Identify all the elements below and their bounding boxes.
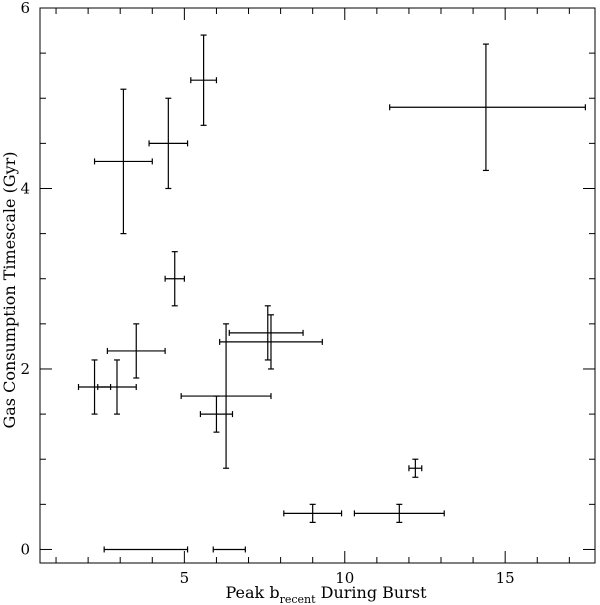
y-tick-label: 4 [20, 179, 30, 197]
data-point [93, 88, 153, 235]
data-point [408, 458, 423, 478]
y-axis-title: Gas Consumption Timescale (Gyr) [0, 151, 19, 428]
y-tick-label: 0 [20, 540, 30, 558]
x-axis-tick-labels: 5 10 15 [180, 569, 515, 587]
y-tick-label: 2 [20, 360, 30, 378]
data-point [97, 359, 137, 415]
data-point [164, 251, 185, 307]
data-point [283, 503, 343, 523]
data-point [190, 34, 218, 126]
x-axis-title-subscript: recent [280, 593, 317, 605]
data-point [353, 503, 445, 523]
data-point [148, 97, 189, 190]
data-point [228, 305, 304, 361]
data-points [77, 34, 586, 553]
y-axis-tick-labels: 0 2 4 6 [20, 0, 30, 558]
data-point [180, 323, 272, 469]
plot-frame [39, 7, 596, 564]
x-axis-title: Peak brecent During Burst [226, 583, 428, 605]
data-point [219, 314, 323, 370]
x-tick-label: 15 [496, 569, 515, 587]
x-axis-title-main: Peak b [226, 583, 280, 602]
data-point [212, 546, 246, 553]
x-axis-title-suffix: During Burst [316, 583, 428, 602]
x-axis-ticks [55, 8, 570, 563]
data-point [199, 395, 234, 433]
data-point [106, 323, 166, 379]
x-tick-label: 10 [335, 569, 354, 587]
data-point [103, 546, 189, 553]
x-tick-label: 5 [180, 569, 190, 587]
y-axis-ticks [40, 7, 595, 550]
y-tick-label: 6 [20, 0, 30, 17]
data-point [389, 43, 586, 172]
